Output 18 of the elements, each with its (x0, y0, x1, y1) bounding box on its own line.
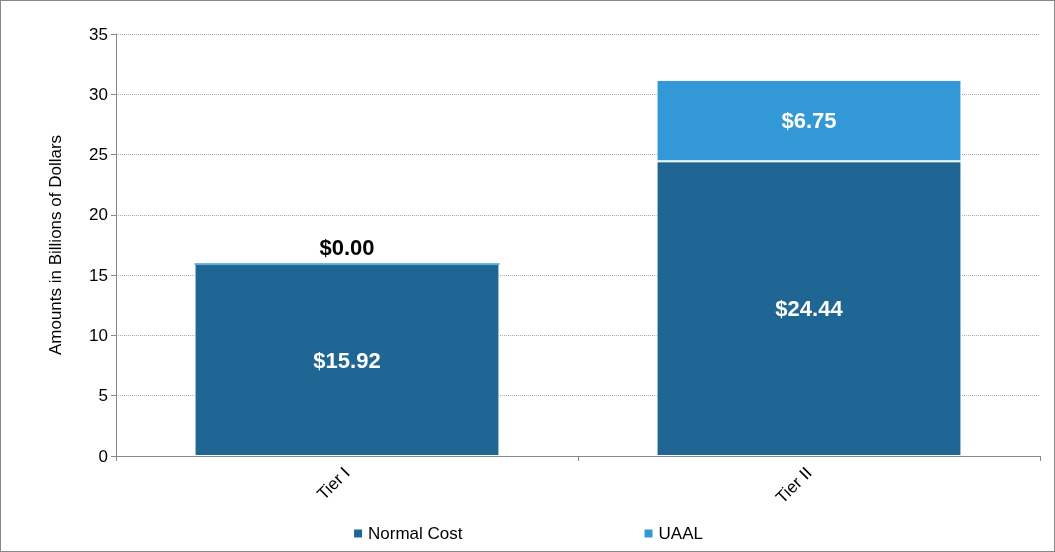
data-label: $15.92 (313, 347, 381, 373)
y-tick-label: 25 (89, 145, 108, 165)
x-tick-label: Tier I (313, 463, 354, 504)
y-tick-label: 15 (89, 265, 108, 285)
y-tick-label: 35 (89, 24, 108, 44)
y-tick-label: 20 (89, 205, 108, 225)
y-tick-label: 10 (89, 325, 108, 345)
data-label: $24.44 (775, 296, 844, 322)
y-tick-label: 0 (98, 446, 108, 466)
y-tick-label: 30 (89, 84, 108, 104)
y-tick-label: 5 (98, 386, 108, 406)
x-tick-label: Tier II (772, 463, 816, 507)
data-label: $6.75 (781, 108, 837, 134)
bar (194, 264, 500, 456)
legend-label: UAAL (658, 524, 703, 543)
legend-label: Normal Cost (368, 524, 463, 543)
data-label: $0.00 (319, 235, 375, 261)
y-axis-title: Amounts in Billions of Dollars (46, 134, 65, 356)
